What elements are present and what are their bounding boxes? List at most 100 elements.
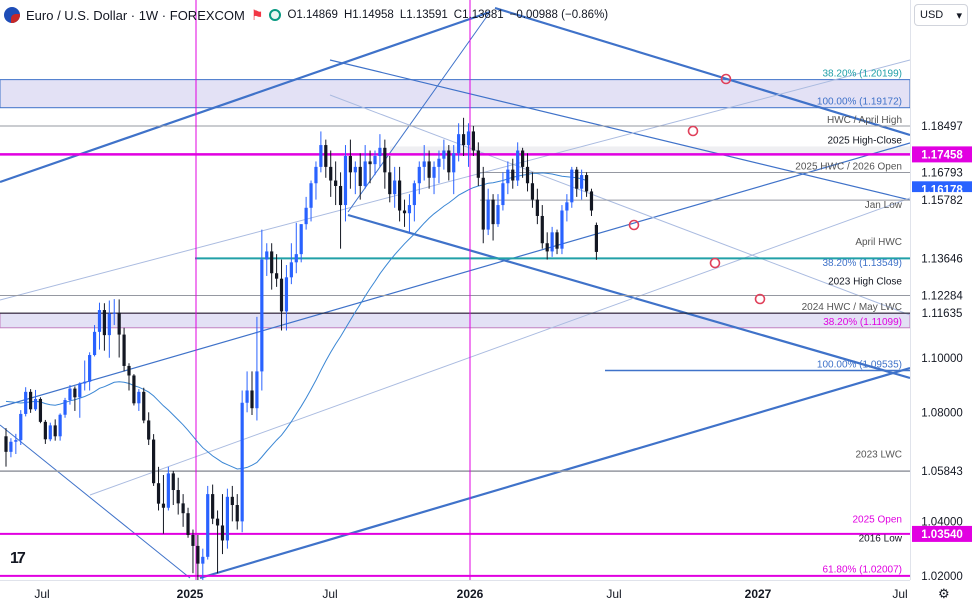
candle-body [550, 232, 554, 252]
candle [176, 477, 180, 515]
candle-body [319, 145, 323, 167]
candle [107, 300, 111, 358]
candle [279, 259, 284, 331]
candle [225, 488, 229, 549]
candle [412, 180, 416, 222]
candle-body [176, 490, 180, 504]
candle-body [471, 131, 475, 151]
candle [452, 145, 456, 195]
annotation-label-5: Jan Low [865, 200, 903, 211]
candle [491, 194, 495, 241]
candle-body [334, 180, 338, 186]
candle-body [373, 155, 377, 165]
price-chart[interactable]: 38.20% (1.20199) 100.00% (1.19172) HWC / A… [0, 0, 910, 580]
price-label-bg [912, 250, 972, 267]
candle-body [201, 556, 205, 564]
candle [137, 389, 141, 411]
candle-body [211, 494, 215, 519]
candle [555, 229, 559, 255]
candle-body [466, 131, 471, 146]
price-label-text: 1.17458 [921, 149, 963, 161]
candle-body [240, 402, 244, 522]
price-axis[interactable]: 1.02000 1.04000 1.08000 1.10000 1.18497 1.174… [910, 0, 972, 583]
candle [501, 172, 505, 211]
candle [422, 145, 426, 181]
symbol-title[interactable]: Euro / U.S. Dollar · 1W · FOREXCOM [26, 7, 245, 23]
flag-ribbon-icon[interactable]: ⚑ [250, 6, 264, 23]
price-label-6: 1.12284 [912, 287, 972, 304]
price-label-8: 1.05843 [912, 463, 972, 480]
candle [343, 145, 348, 222]
candle [427, 150, 431, 189]
candle-body [137, 391, 141, 404]
candle [550, 226, 554, 257]
price-label-9: 1.03540 [912, 525, 972, 542]
candle-body [535, 199, 539, 216]
candle [348, 139, 352, 189]
candle [196, 535, 200, 580]
candle-body [294, 254, 298, 263]
candle [398, 166, 402, 222]
candle-body [166, 473, 170, 508]
time-tick-1: 2025 [177, 587, 204, 601]
high-close-zone [390, 146, 910, 155]
tradingview-logo[interactable]: 17 [10, 550, 26, 567]
candle [270, 243, 274, 290]
candle-body [161, 503, 166, 508]
candle [4, 428, 8, 467]
candle-body [555, 232, 559, 249]
price-label-text: 1.13646 [921, 253, 963, 265]
ohlc-low: L1.13591 [399, 9, 448, 21]
candle-body [402, 210, 407, 214]
candle-body [260, 259, 264, 372]
chart-area[interactable]: 38.20% (1.20199) 100.00% (1.19172) HWC / A… [0, 0, 910, 580]
fib-zone-mid [0, 312, 910, 329]
candle-body [289, 262, 293, 278]
candle [393, 166, 397, 208]
candle [191, 529, 195, 574]
candle-body [407, 205, 412, 214]
candle-body [181, 503, 185, 514]
candle [481, 166, 485, 244]
candle [570, 166, 574, 208]
candle-body [19, 413, 23, 441]
price-label-text: 1.03540 [921, 529, 963, 541]
candle [294, 222, 298, 274]
alert-marker-4 [754, 293, 766, 305]
currency-selector[interactable]: USD ▾ [914, 4, 968, 26]
eur-usd-flag-icon [4, 7, 20, 23]
alert-marker-3 [709, 257, 721, 269]
candle [530, 172, 535, 208]
candle-body [142, 391, 146, 421]
gear-icon[interactable]: ⚙ [938, 586, 950, 601]
candle-body [432, 166, 436, 178]
candle-body [348, 155, 352, 173]
candle [275, 254, 279, 287]
price-label-text: 1.16793 [921, 168, 963, 180]
candle-body [314, 166, 318, 184]
candle-body [68, 388, 72, 401]
annotation-label-3: 2025 High-Close [828, 136, 903, 147]
price-label-bg [912, 463, 972, 480]
candle [132, 374, 136, 406]
annotation-label-4: 2025 HWC / 2026 Open [795, 162, 902, 173]
currency-label: USD [920, 9, 944, 21]
candle [535, 188, 539, 225]
market-status-icon [269, 9, 282, 21]
price-tick-2: 1.08000 [921, 407, 963, 419]
candle [334, 161, 338, 206]
candle [338, 172, 343, 249]
candle-body [481, 177, 485, 230]
annotation-label-8: 2023 High Close [828, 276, 902, 287]
candle [447, 145, 451, 181]
candle-body [584, 175, 589, 192]
candle-body [324, 145, 328, 167]
candle [29, 389, 33, 413]
time-axis[interactable]: Jul 2025 Jul 2026 Jul 2027 Jul [0, 580, 910, 604]
candle-body [393, 180, 397, 195]
candle-body [486, 199, 490, 230]
candle-body [422, 161, 426, 167]
time-tick-6: Jul [892, 587, 907, 601]
candle [240, 390, 244, 533]
candle [43, 419, 47, 444]
